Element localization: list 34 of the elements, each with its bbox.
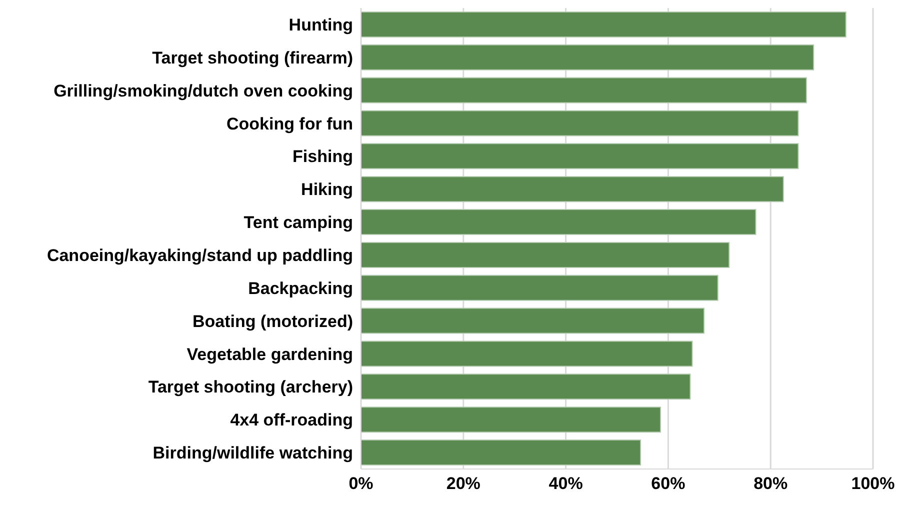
bar	[361, 176, 784, 202]
bar	[361, 209, 756, 236]
y-tick-label: 4x4 off-roading	[230, 410, 353, 430]
x-tick-label: 60%	[651, 474, 686, 494]
y-tick-label: Vegetable gardening	[186, 344, 353, 364]
bar	[361, 374, 691, 400]
y-tick-label: Boating (motorized)	[192, 312, 353, 331]
bar	[361, 274, 718, 301]
x-tick-label: 80%	[754, 474, 788, 494]
bar	[361, 440, 642, 466]
x-tick-label: 20%	[446, 474, 480, 494]
bar	[361, 44, 814, 70]
y-tick-label: Cooking for fun	[226, 114, 353, 134]
y-tick-label: Target shooting (firearm)	[152, 48, 353, 68]
y-tick-label: Canoeing/kayaking/stand up paddling	[46, 246, 353, 265]
bar	[361, 110, 799, 136]
y-tick-label: Target shooting (archery)	[148, 378, 353, 397]
y-tick-label: Fishing	[292, 147, 353, 166]
x-tick-label: 0%	[348, 474, 374, 494]
y-tick-label: Birding/wildlife watching	[152, 444, 353, 463]
x-tick-label: 100%	[851, 474, 895, 494]
y-tick-label: Tent camping	[244, 213, 353, 232]
y-tick-label: Backpacking	[248, 278, 353, 298]
y-tick-label: Grilling/smoking/dutch oven cooking	[54, 81, 353, 100]
bar	[361, 340, 693, 367]
x-tick-label: 40%	[548, 474, 583, 494]
bar	[361, 77, 807, 104]
y-tick-label: Hiking	[301, 180, 353, 200]
bar	[361, 143, 799, 170]
bar	[361, 242, 730, 268]
bar	[361, 11, 846, 38]
y-tick-label: Hunting	[288, 16, 353, 34]
bar	[361, 406, 662, 433]
bar	[361, 308, 705, 334]
